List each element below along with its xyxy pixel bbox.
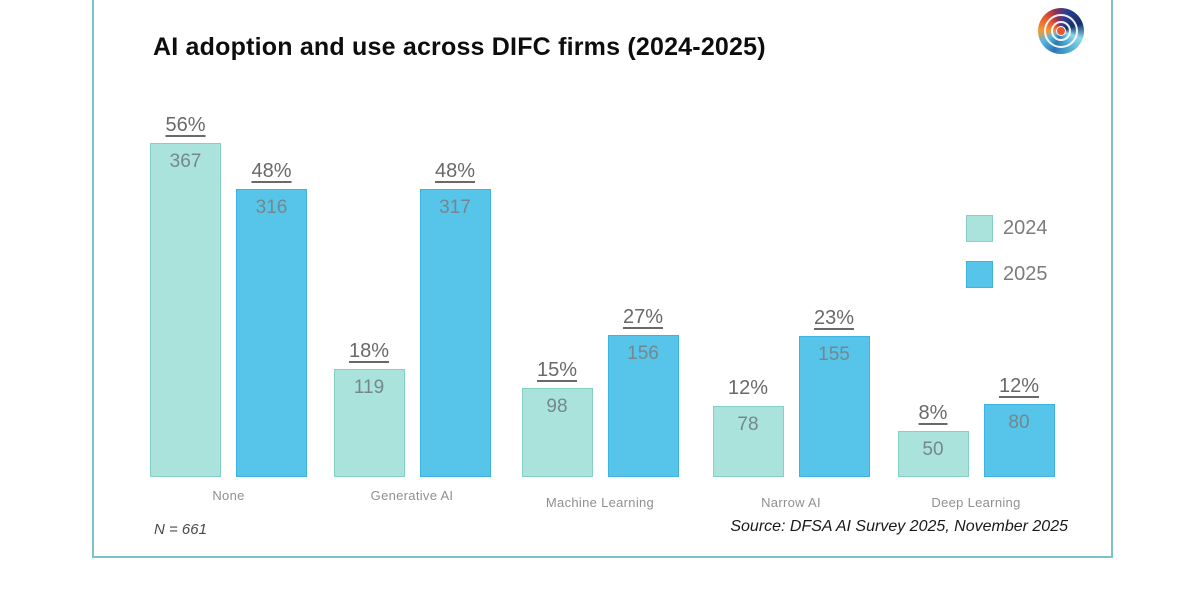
chart-title: AI adoption and use across DIFC firms (2… — [153, 33, 766, 61]
logo-ring — [1051, 21, 1071, 41]
percent-label-2025-machine-learning: 27% — [622, 306, 664, 328]
bar-2024-machine-learning — [521, 388, 593, 477]
sample-size-note: N = 661 — [154, 521, 207, 538]
legend-label-2025: 2025 — [1003, 263, 1048, 285]
percent-label-2025-none: 48% — [251, 160, 292, 182]
percent-label-2024-generative-ai: 18% — [348, 340, 390, 362]
value-label-2025-machine-learning: 156 — [627, 343, 659, 364]
chart-frame — [92, 0, 1113, 558]
bar-2025-narrow-ai — [798, 336, 870, 477]
value-label-2024-none: 367 — [169, 151, 202, 172]
bar-2025-generative-ai — [419, 189, 491, 477]
bar-2024-none — [150, 143, 221, 477]
legend-label-2024: 2024 — [1003, 217, 1048, 239]
legend-swatch-2024 — [966, 215, 993, 242]
bar-2024-deep-learning — [897, 431, 969, 477]
value-label-2024-machine-learning: 98 — [546, 396, 568, 417]
legend-item-2024: 2024 — [966, 215, 1048, 242]
value-label-2025-generative-ai: 317 — [439, 197, 471, 218]
category-label-machine-learning: Machine Learning — [545, 495, 655, 510]
value-label-2024-narrow-ai: 78 — [737, 414, 759, 435]
source-note: Source: DFSA AI Survey 2025, November 20… — [730, 518, 1068, 535]
dfsa-logo-icon — [1038, 8, 1084, 54]
value-label-2025-deep-learning: 80 — [1008, 412, 1030, 433]
percent-label-2025-deep-learning: 12% — [998, 375, 1040, 397]
percent-label-2025-narrow-ai: 23% — [813, 307, 855, 329]
bar-2024-generative-ai — [333, 369, 405, 477]
category-label-generative-ai: Generative AI — [370, 488, 454, 503]
legend-swatch-2025 — [966, 261, 993, 288]
value-label-2025-narrow-ai: 155 — [818, 344, 850, 365]
percent-label-2024-none: 56% — [165, 114, 206, 136]
bar-2024-narrow-ai — [712, 406, 784, 477]
category-label-none: None — [212, 488, 245, 503]
legend-item-2025: 2025 — [966, 261, 1048, 288]
value-label-2025-none: 316 — [255, 197, 288, 218]
percent-label-2024-narrow-ai: 12% — [727, 377, 769, 399]
bar-2025-deep-learning — [983, 404, 1055, 477]
value-label-2024-deep-learning: 50 — [922, 439, 944, 460]
category-label-deep-learning: Deep Learning — [931, 495, 1021, 510]
percent-label-2024-deep-learning: 8% — [918, 402, 948, 424]
value-label-2024-generative-ai: 119 — [353, 377, 385, 398]
bar-2025-machine-learning — [607, 335, 679, 477]
logo-center-dot — [1056, 26, 1066, 36]
percent-label-2025-generative-ai: 48% — [434, 160, 476, 182]
logo-ring — [1044, 14, 1078, 48]
category-label-narrow-ai: Narrow AI — [761, 495, 821, 510]
percent-label-2024-machine-learning: 15% — [536, 359, 578, 381]
bar-2025-none — [236, 189, 307, 477]
